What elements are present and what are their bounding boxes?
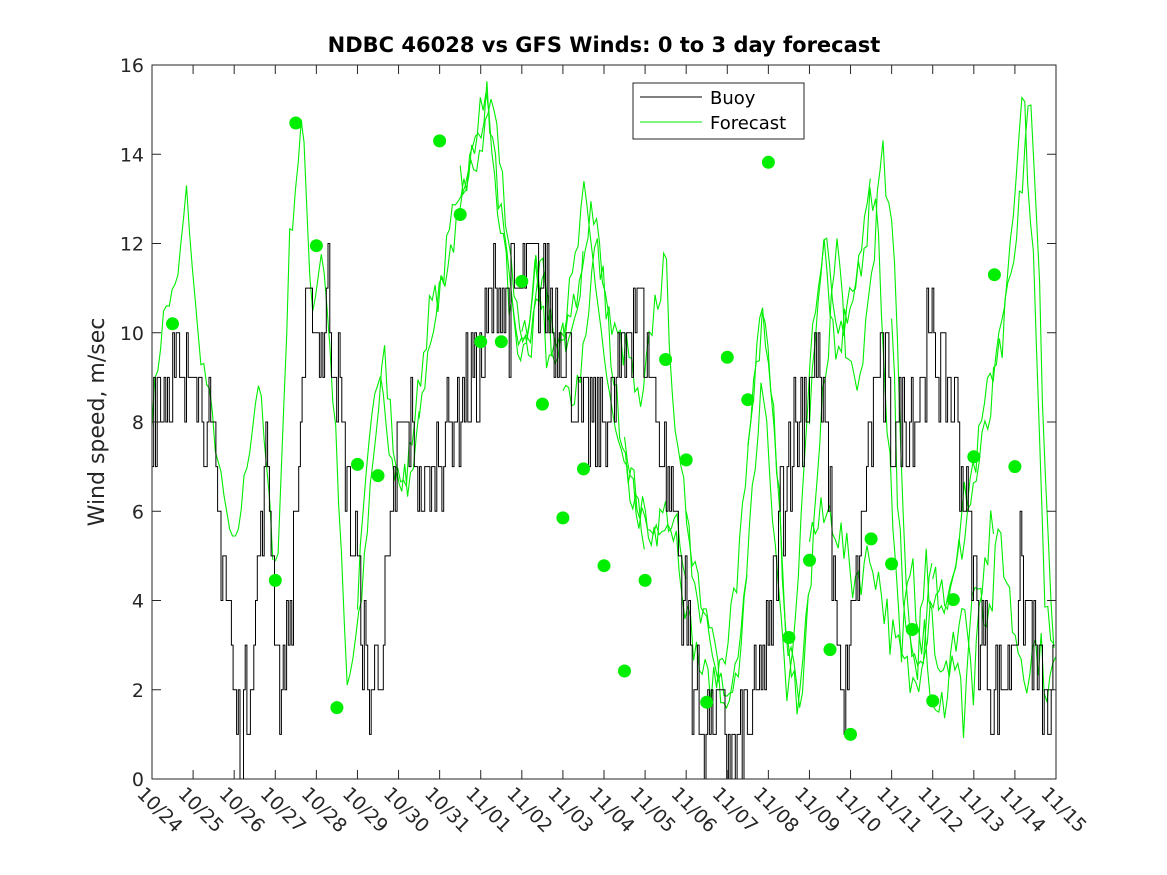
forecast-line bbox=[932, 96, 1054, 644]
y-tick-label: 16 bbox=[120, 55, 144, 77]
forecast-marker bbox=[659, 353, 673, 366]
y-tick-label: 8 bbox=[132, 412, 144, 434]
y-tick-label: 10 bbox=[120, 323, 144, 345]
forecast-marker bbox=[494, 335, 508, 349]
buoy-line bbox=[152, 243, 1055, 780]
forecast-marker bbox=[987, 268, 1001, 282]
forecast-marker bbox=[926, 694, 940, 708]
forecast-marker bbox=[556, 511, 570, 525]
forecast-marker bbox=[351, 457, 364, 471]
legend-box bbox=[632, 82, 805, 140]
forecast-marker bbox=[967, 450, 981, 464]
legend-forecast-label: Forecast bbox=[710, 113, 786, 134]
forecast-marker bbox=[268, 573, 282, 587]
y-tick-label: 4 bbox=[132, 591, 144, 613]
forecast-marker bbox=[618, 664, 631, 678]
forecast-marker bbox=[700, 695, 714, 709]
y-tick-label: 6 bbox=[132, 501, 144, 523]
forecast-marker bbox=[803, 553, 816, 567]
y-tick-label: 0 bbox=[132, 769, 144, 791]
legend: Buoy Forecast bbox=[632, 82, 805, 140]
forecast-line bbox=[623, 307, 810, 715]
chart-title: NDBC 46028 vs GFS Winds: 0 to 3 day fore… bbox=[328, 33, 881, 57]
forecast-marker bbox=[638, 573, 652, 587]
forecast-marker bbox=[905, 623, 919, 636]
forecast-marker bbox=[946, 593, 960, 607]
forecast-line bbox=[459, 91, 645, 550]
forecast-marker bbox=[474, 335, 488, 349]
forecast-marker bbox=[166, 317, 179, 331]
legend-buoy-label: Buoy bbox=[710, 88, 756, 109]
marker-layer bbox=[166, 116, 1022, 741]
forecast-line bbox=[562, 238, 748, 697]
forecast-marker bbox=[433, 134, 447, 148]
forecast-marker bbox=[864, 532, 878, 546]
forecast-marker bbox=[885, 557, 899, 571]
forecast-marker bbox=[309, 239, 323, 253]
forecast-marker bbox=[577, 462, 590, 476]
forecast-line bbox=[151, 185, 274, 560]
forecast-marker bbox=[515, 274, 529, 288]
y-tick-label: 14 bbox=[120, 144, 144, 166]
forecast-marker bbox=[844, 727, 857, 741]
y-axis-label: Wind speed, m/sec bbox=[85, 318, 110, 527]
forecast-marker bbox=[597, 559, 611, 573]
forecast-marker bbox=[679, 453, 693, 467]
forecast-line bbox=[274, 120, 420, 686]
series-layer bbox=[151, 81, 1057, 780]
forecast-marker bbox=[371, 469, 385, 483]
forecast-marker bbox=[720, 350, 734, 364]
y-tick-label: 12 bbox=[120, 234, 144, 256]
forecast-marker bbox=[330, 701, 344, 715]
forecast-marker bbox=[741, 393, 755, 407]
forecast-marker bbox=[761, 155, 775, 169]
forecast-marker bbox=[823, 643, 837, 657]
forecast-marker bbox=[289, 116, 303, 130]
forecast-line bbox=[808, 104, 1055, 694]
forecast-marker bbox=[1008, 460, 1022, 474]
forecast-marker bbox=[453, 208, 467, 221]
forecast-marker bbox=[782, 631, 796, 644]
forecast-marker bbox=[535, 397, 549, 411]
forecast-line bbox=[808, 187, 995, 719]
y-tick-label: 2 bbox=[132, 680, 144, 702]
